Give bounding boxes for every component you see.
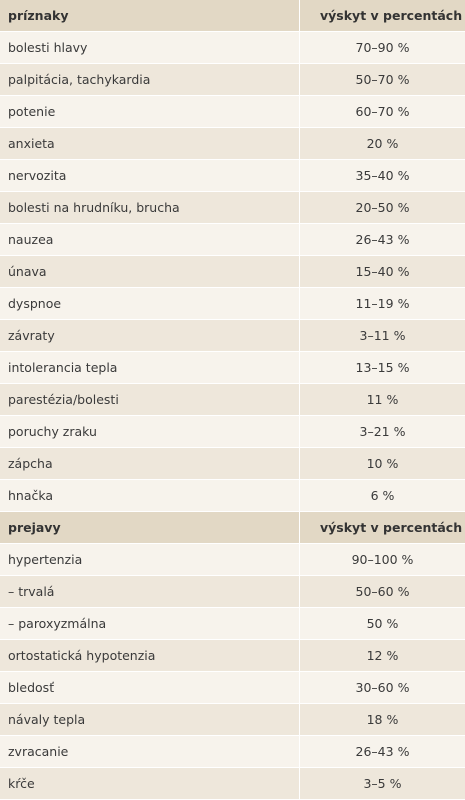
table-row: závraty 3–11 % xyxy=(0,320,465,352)
table-row: kŕče 3–5 % xyxy=(0,768,465,800)
table-row: palpitácia, tachykardia 50–70 % xyxy=(0,64,465,96)
cell: parestézia/bolesti xyxy=(0,384,300,415)
cell: nervozita xyxy=(0,160,300,191)
cell: výskyt v percentách xyxy=(320,520,463,535)
cell: ortostatická hypotenzia xyxy=(0,640,300,671)
cell: 50–60 % xyxy=(355,584,410,599)
cell: 30–60 % xyxy=(355,680,410,695)
cell: bolesti na hrudníku, brucha xyxy=(0,192,300,223)
table-row: nervozita 35–40 % xyxy=(0,160,465,192)
table-row: intolerancia tepla 13–15 % xyxy=(0,352,465,384)
cell: 13–15 % xyxy=(355,360,410,375)
cell: zvracanie xyxy=(0,736,300,767)
table-row: únava 15–40 % xyxy=(0,256,465,288)
table-row: bolesti na hrudníku, brucha 20–50 % xyxy=(0,192,465,224)
table-row: ortostatická hypotenzia 12 % xyxy=(0,640,465,672)
cell: bledosť xyxy=(0,672,300,703)
cell: 18 % xyxy=(366,712,399,727)
cell: príznaky xyxy=(0,0,300,31)
cell: 3–21 % xyxy=(359,424,406,439)
table-row: poruchy zraku 3–21 % xyxy=(0,416,465,448)
table-row: bolesti hlavy 70–90 % xyxy=(0,32,465,64)
table-row: návaly tepla 18 % xyxy=(0,704,465,736)
table-row: zvracanie 26–43 % xyxy=(0,736,465,768)
cell: 20 % xyxy=(366,136,399,151)
cell: – trvalá xyxy=(0,576,300,607)
cell: 50 % xyxy=(366,616,399,631)
table-row: zápcha 10 % xyxy=(0,448,465,480)
cell: kŕče xyxy=(0,768,300,799)
cell: 3–11 % xyxy=(359,328,406,343)
table-row: – trvalá 50–60 % xyxy=(0,576,465,608)
cell: 3–5 % xyxy=(363,776,402,791)
cell: 90–100 % xyxy=(351,552,414,567)
cell: 10 % xyxy=(366,456,399,471)
cell: 60–70 % xyxy=(355,104,410,119)
cell: intolerancia tepla xyxy=(0,352,300,383)
cell: poruchy zraku xyxy=(0,416,300,447)
table-row: hypertenzia 90–100 % xyxy=(0,544,465,576)
cell: 35–40 % xyxy=(355,168,410,183)
cell: návaly tepla xyxy=(0,704,300,735)
cell: prejavy xyxy=(0,512,300,543)
cell: 15–40 % xyxy=(355,264,410,279)
cell: dyspnoe xyxy=(0,288,300,319)
cell: zápcha xyxy=(0,448,300,479)
cell: 11–19 % xyxy=(355,296,410,311)
table-row: anxieta 20 % xyxy=(0,128,465,160)
cell: palpitácia, tachykardia xyxy=(0,64,300,95)
table-row: hnačka 6 % xyxy=(0,480,465,512)
table-row: parestézia/bolesti 11 % xyxy=(0,384,465,416)
cell: 70–90 % xyxy=(355,40,410,55)
cell: únava xyxy=(0,256,300,287)
header-row: prejavy výskyt v percentách xyxy=(0,512,465,544)
cell: anxieta xyxy=(0,128,300,159)
cell: 12 % xyxy=(366,648,399,663)
cell: výskyt v percentách xyxy=(320,8,463,23)
cell: 20–50 % xyxy=(355,200,410,215)
header-row: príznaky výskyt v percentách xyxy=(0,0,465,32)
cell: hnačka xyxy=(0,480,300,511)
cell: 26–43 % xyxy=(355,744,410,759)
cell: nauzea xyxy=(0,224,300,255)
cell: 11 % xyxy=(366,392,399,407)
table-row: bledosť 30–60 % xyxy=(0,672,465,704)
cell: potenie xyxy=(0,96,300,127)
table-row: dyspnoe 11–19 % xyxy=(0,288,465,320)
cell: závraty xyxy=(0,320,300,351)
cell: – paroxyzmálna xyxy=(0,608,300,639)
cell: hypertenzia xyxy=(0,544,300,575)
table-row: nauzea 26–43 % xyxy=(0,224,465,256)
cell: 26–43 % xyxy=(355,232,410,247)
cell: 50–70 % xyxy=(355,72,410,87)
table-row: – paroxyzmálna 50 % xyxy=(0,608,465,640)
cell: 6 % xyxy=(370,488,395,503)
table-row: potenie 60–70 % xyxy=(0,96,465,128)
cell: bolesti hlavy xyxy=(0,32,300,63)
